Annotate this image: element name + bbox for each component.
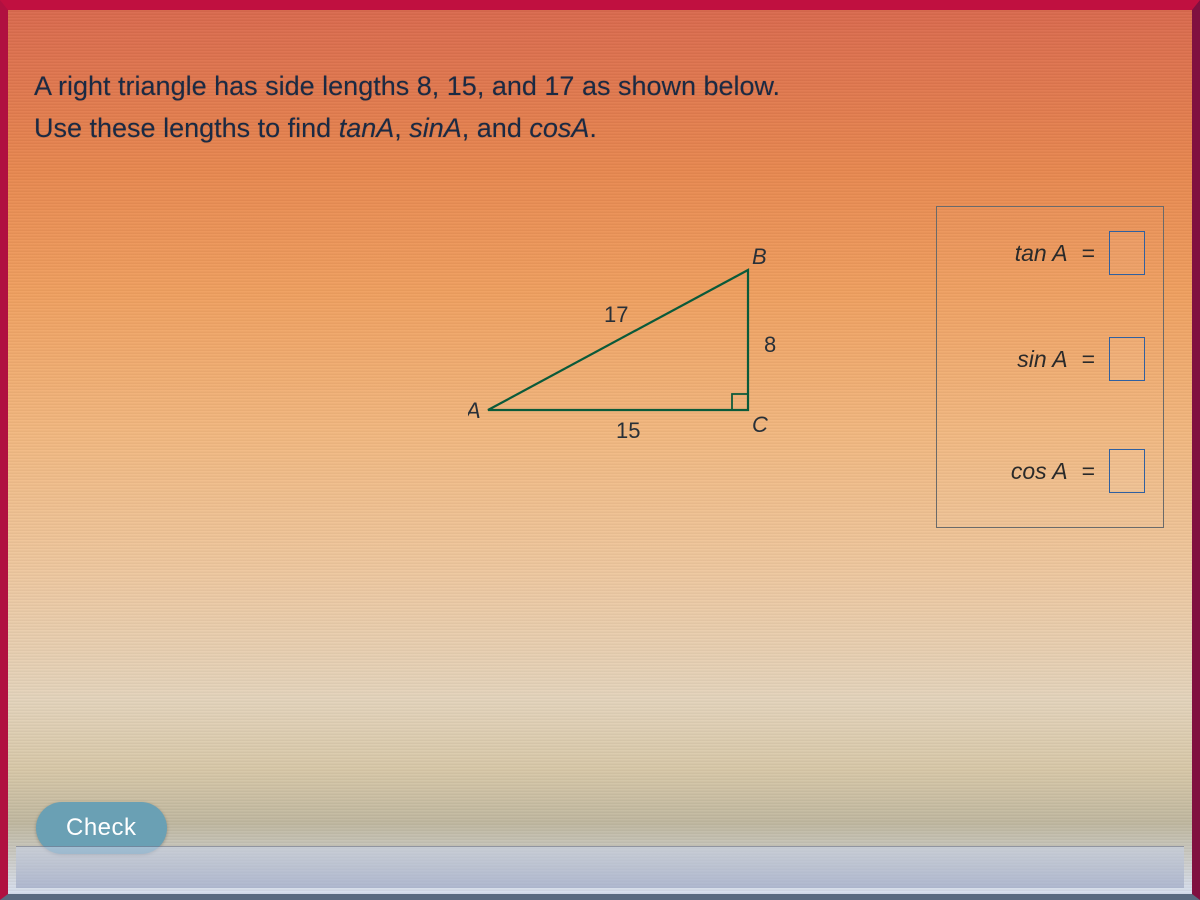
answer-row-cos: cos A = bbox=[957, 449, 1145, 493]
answer-panel: tan A = sin A = cos A = bbox=[936, 206, 1164, 528]
question-text: A right triangle has side lengths 8, 15,… bbox=[34, 66, 1152, 150]
equals-sign: = bbox=[1082, 458, 1095, 485]
vertex-label-c: C bbox=[752, 412, 768, 437]
equals-sign: = bbox=[1082, 240, 1095, 267]
answer-row-tan: tan A = bbox=[957, 231, 1145, 275]
side-label-vertical: 8 bbox=[764, 332, 776, 357]
q-func-tan: tanA bbox=[339, 113, 395, 143]
answer-label-cos: cos A bbox=[957, 458, 1068, 485]
q-side-2: 15 bbox=[447, 71, 477, 101]
triangle-shape bbox=[488, 270, 748, 410]
side-label-hypotenuse: 17 bbox=[604, 302, 628, 327]
triangle-diagram: A B C 17 8 15 bbox=[468, 230, 788, 450]
problem-screen: A right triangle has side lengths 8, 15,… bbox=[0, 0, 1200, 900]
q-side-3: 17 bbox=[544, 71, 574, 101]
answer-label-tan: tan A bbox=[957, 240, 1068, 267]
answer-input-tan[interactable] bbox=[1109, 231, 1145, 275]
answer-input-cos[interactable] bbox=[1109, 449, 1145, 493]
vertex-label-a: A bbox=[468, 398, 481, 423]
answer-label-sin: sin A bbox=[957, 346, 1068, 373]
answer-row-sin: sin A = bbox=[957, 337, 1145, 381]
q-func-sin: sinA bbox=[409, 113, 462, 143]
equals-sign: = bbox=[1082, 346, 1095, 373]
q-side-1: 8 bbox=[417, 71, 432, 101]
answer-input-sin[interactable] bbox=[1109, 337, 1145, 381]
side-label-base: 15 bbox=[616, 418, 640, 443]
bottom-bar bbox=[16, 846, 1184, 888]
vertex-label-b: B bbox=[752, 244, 767, 269]
q-func-cos: cosA bbox=[529, 113, 589, 143]
right-angle-mark bbox=[732, 394, 748, 410]
q-line1-prefix: A right triangle has side lengths bbox=[34, 71, 417, 101]
triangle-svg: A B C 17 8 15 bbox=[468, 230, 788, 450]
